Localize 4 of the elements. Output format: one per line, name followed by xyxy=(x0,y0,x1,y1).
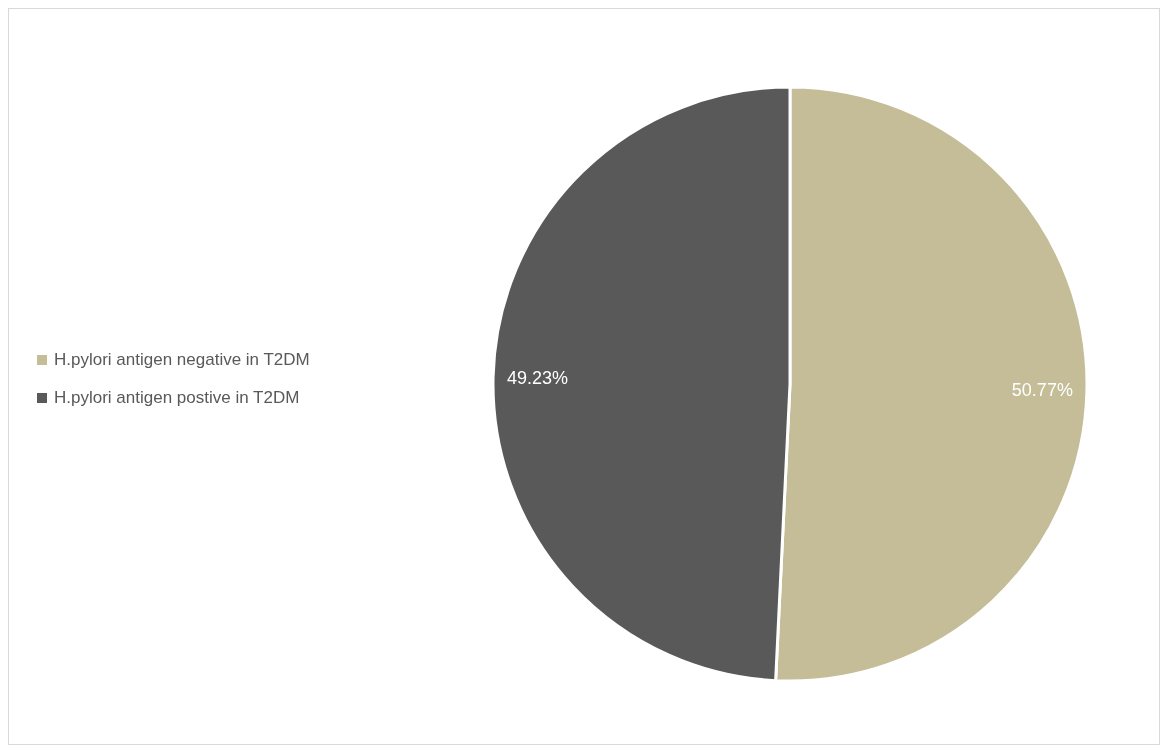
legend-label: H.pylori antigen negative in T2DM xyxy=(54,350,310,370)
legend-label: H.pylori antigen postive in T2DM xyxy=(54,388,300,408)
data-label: 50.77% xyxy=(1011,380,1073,401)
data-label: 49.23% xyxy=(507,367,569,388)
